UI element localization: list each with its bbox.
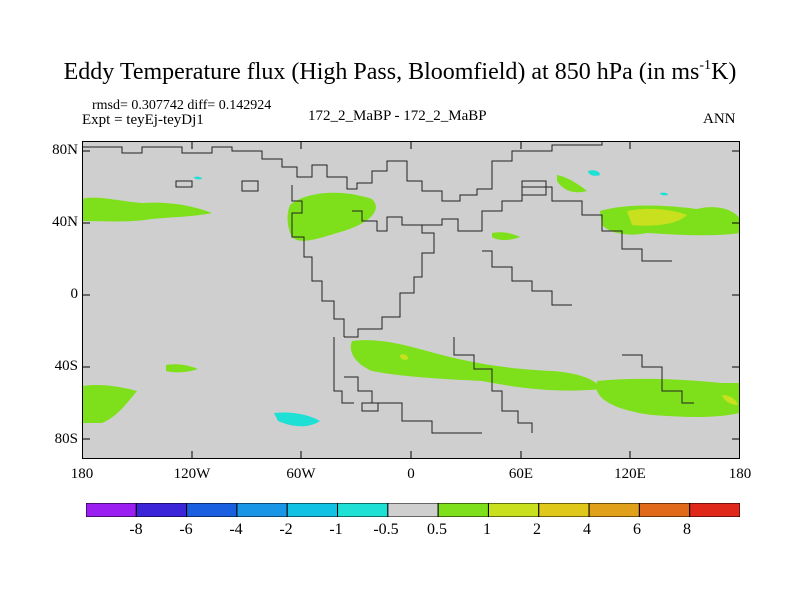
colorbar-swatch xyxy=(236,503,288,517)
colorbar-swatch xyxy=(487,503,540,517)
colorbar-label: -2 xyxy=(279,521,293,538)
colorbar-label: 0.5 xyxy=(427,521,447,538)
lat-tick-label: 40N xyxy=(52,214,78,230)
colorbar-swatch xyxy=(186,503,238,517)
lat-tick-label: 0 xyxy=(70,286,79,302)
colorbar-label: 4 xyxy=(583,521,591,538)
map-plot xyxy=(82,141,740,459)
season-label: ANN xyxy=(703,111,736,127)
colorbar-label: -8 xyxy=(129,521,143,538)
continent-outlines xyxy=(82,141,694,434)
colorbar-label: 2 xyxy=(533,521,541,538)
colorbar-label: 8 xyxy=(683,521,691,538)
colorbar-swatch xyxy=(437,503,489,517)
positive-anomaly-region xyxy=(627,208,687,226)
lon-tick-label: 180 xyxy=(70,466,94,482)
lon-tick-label: 120E xyxy=(614,466,646,482)
negative-anomaly-region xyxy=(194,170,668,427)
lon-tick-label: 180 xyxy=(728,466,752,482)
colorbar-label: 1 xyxy=(483,521,491,538)
lon-tick-label: 120W xyxy=(173,466,211,482)
colorbar-label: 6 xyxy=(633,521,641,538)
colorbar-label: -1 xyxy=(329,521,343,538)
colorbar-label: -0.5 xyxy=(373,521,399,538)
lat-tick-label: 40S xyxy=(54,358,78,374)
colorbar-swatch xyxy=(638,503,691,517)
positive-anomaly-region xyxy=(400,354,738,405)
colorbar-swatch xyxy=(135,503,188,517)
lon-tick-label: 60E xyxy=(508,466,534,482)
lat-tick-label: 80N xyxy=(52,142,78,158)
plot-title: Eddy Temperature flux (High Pass, Bloomf… xyxy=(63,58,737,85)
colorbar-swatch xyxy=(387,503,439,517)
lon-tick-label: 0 xyxy=(407,466,415,482)
stats-text: rmsd= 0.307742 diff= 0.142924 xyxy=(92,98,272,113)
colorbar-swatch xyxy=(337,503,389,517)
expt-label: Expt = teyEj-teyDj1 xyxy=(82,112,204,128)
positive-anomaly-region xyxy=(82,340,740,423)
colorbar xyxy=(86,503,740,517)
colorbar-label: -6 xyxy=(179,521,193,538)
axis-ticks xyxy=(82,141,740,459)
case-label: 172_2_MaBP - 172_2_MaBP xyxy=(308,108,487,124)
colorbar-swatch xyxy=(689,503,740,517)
colorbar-swatch xyxy=(86,503,137,517)
lat-tick-label: 80S xyxy=(54,431,78,447)
colorbar-swatch xyxy=(538,503,590,517)
colorbar-swatch xyxy=(286,503,339,517)
lon-tick-label: 60W xyxy=(286,466,316,482)
colorbar-label: -4 xyxy=(229,521,243,538)
colorbar-swatch xyxy=(588,503,640,517)
